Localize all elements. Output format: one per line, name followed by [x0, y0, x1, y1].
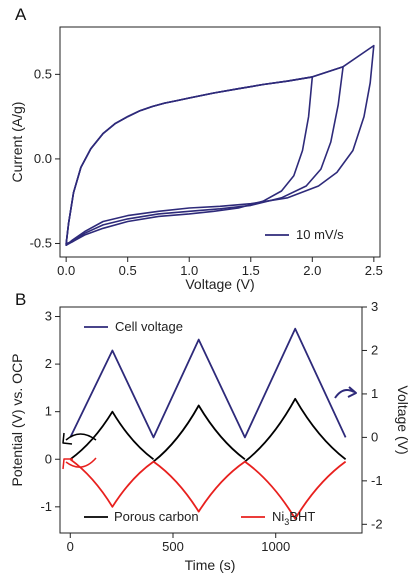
- legend-label-porous-carbon: Porous carbon: [114, 509, 199, 524]
- panel-b-left-y-tick-label: 2: [45, 356, 52, 371]
- series-ni3bht-line-2: [152, 460, 246, 513]
- panel-a-y-tick-label: 0.0: [34, 151, 52, 166]
- panel-b-right-y-ticks: -2 -1 0 1 2 3: [362, 299, 383, 531]
- panel-a-label: A: [15, 5, 27, 24]
- panel-b-x-ticks: 0 500 1000: [67, 533, 290, 554]
- panel-b-left-y-ticks: -1 0 1 2 3: [40, 309, 60, 514]
- legend-label-cell-voltage: Cell voltage: [115, 319, 183, 334]
- panel-b-right-y-tick-label: 0: [371, 429, 378, 444]
- series-porous-carbon-line-2: [152, 404, 246, 463]
- series-ni3bht-line-1: [69, 458, 155, 508]
- panel-a-y-tick-label: -0.5: [30, 235, 52, 250]
- series-ni3bht-line-3: [244, 460, 347, 520]
- panel-b-plot-frame: [59, 306, 363, 534]
- panel-b-left-y-axis-title: Potential (V) vs. OCP: [9, 353, 25, 486]
- series-porous-carbon-line-1: [69, 410, 155, 461]
- panel-a-x-tick-label: 2.5: [365, 263, 383, 278]
- panel-a-plot-frame: [59, 26, 381, 258]
- legend-label-ni3bht: Ni3BHT: [272, 509, 315, 527]
- panel-a-x-tick-label: 1.5: [242, 263, 260, 278]
- porous-carbon-axis-arrow-icon: [62, 432, 97, 445]
- panel-a-x-ticks: 0.0 0.5 1.0 1.5 2.0 2.5: [57, 257, 383, 278]
- panel-b-right-y-tick-label: -2: [371, 516, 383, 531]
- panel-b-right-y-tick-label: 3: [371, 299, 378, 314]
- panel-a-x-tick-label: 0.0: [57, 263, 75, 278]
- panel-b-left-y-tick-label: 1: [45, 404, 52, 419]
- panel-b-right-y-axis-title: Voltage (V): [395, 385, 411, 454]
- panel-a: A 0.0 0.5 1.0 1.5 2.0 2.5 -0.50.00.5 10 mV/s …: [9, 5, 383, 292]
- cv-curve-2: [65, 65, 344, 246]
- cv-curve-1: [65, 76, 314, 245]
- ni3bht-axis-arrow-icon: [62, 457, 97, 470]
- panel-b-left-y-tick-label: -1: [40, 499, 52, 514]
- panel-b-series-lines: [69, 327, 347, 520]
- panel-a-y-axis-title: Current (A/g): [9, 102, 25, 183]
- series-cell-voltage-line-1: [69, 327, 347, 439]
- panel-a-x-tick-label: 1.0: [180, 263, 198, 278]
- panel-a-x-tick-label: 2.0: [303, 263, 321, 278]
- panel-a-y-tick-label: 0.5: [34, 66, 52, 81]
- legend-label-ni3bht-rest: BHT: [289, 509, 315, 524]
- panel-a-y-ticks: -0.5 0.0 0.5: [30, 66, 60, 250]
- right-axis-arrow-icon: [334, 386, 357, 399]
- panel-b-right-y-tick-label: 2: [371, 342, 378, 357]
- panel-b-x-tick-label: 500: [162, 539, 184, 554]
- panel-b-label: B: [15, 290, 26, 309]
- cv-curve-3: [65, 44, 375, 246]
- panel-b-x-tick-label: 0: [67, 539, 74, 554]
- panel-a-cv-curves: [65, 44, 375, 246]
- panel-a-x-tick-label: 0.5: [119, 263, 137, 278]
- panel-a-x-axis-title: Voltage (V): [185, 276, 254, 292]
- panel-b-left-y-tick-label: 3: [45, 309, 52, 324]
- legend-label-ni3bht-main: Ni: [272, 509, 284, 524]
- series-porous-carbon-line-3: [244, 397, 347, 463]
- panel-b-right-y-tick-label: 1: [371, 386, 378, 401]
- legend-label-ni3bht-subscript: 3: [284, 517, 289, 527]
- panel-a-legend-label: 10 mV/s: [296, 227, 344, 242]
- panel-b-x-axis-title: Time (s): [185, 557, 236, 573]
- panel-b-right-y-tick-label: -1: [371, 473, 383, 488]
- panel-b-x-tick-label: 1000: [261, 539, 290, 554]
- panel-b-left-y-tick-label: 0: [45, 451, 52, 466]
